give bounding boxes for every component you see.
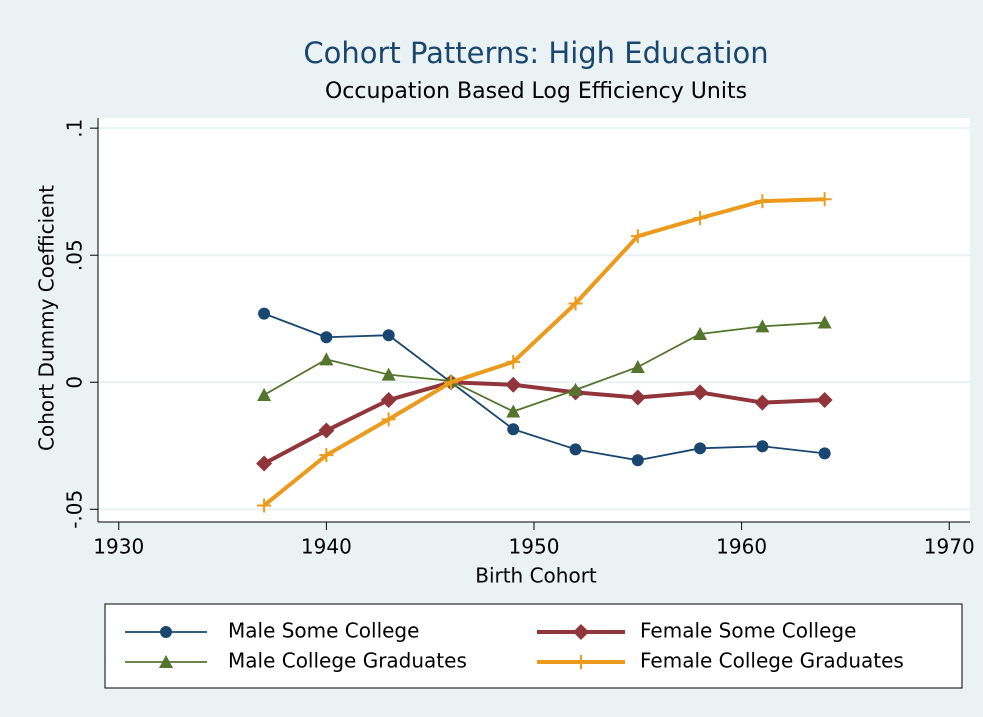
marker [693, 326, 708, 340]
marker [630, 360, 645, 374]
y-tick-label: .05 [63, 239, 87, 271]
legend-marker [574, 655, 588, 669]
y-tick-label: 0 [63, 376, 87, 389]
marker [380, 392, 397, 409]
marker [506, 404, 521, 418]
marker [319, 448, 334, 463]
y-tick-label: -.05 [63, 490, 87, 529]
series [257, 315, 832, 418]
marker [257, 498, 272, 513]
chart-subtitle: Occupation Based Log Efficiency Units [325, 79, 747, 104]
y-tick-label: .1 [63, 119, 87, 138]
series-line [263, 312, 825, 462]
marker [443, 375, 458, 390]
series-line [263, 380, 825, 466]
legend-label: Male College Graduates [228, 649, 467, 673]
legend-label: Male Some College [228, 619, 419, 643]
marker [568, 296, 583, 311]
series-line [262, 197, 825, 508]
marker [506, 354, 521, 369]
marker [381, 367, 396, 381]
marker [755, 319, 770, 333]
plot-area [98, 118, 970, 522]
marker [505, 376, 522, 393]
legend-marker [573, 624, 589, 640]
marker [693, 211, 708, 226]
series-line [263, 321, 825, 413]
marker [694, 442, 707, 455]
marker [630, 229, 645, 244]
marker [382, 329, 395, 342]
marker [755, 194, 770, 209]
marker [692, 384, 709, 401]
series [257, 192, 832, 513]
marker [319, 352, 334, 366]
marker [629, 389, 646, 406]
marker [631, 454, 644, 467]
marker [754, 394, 771, 411]
marker [381, 412, 396, 427]
marker [569, 443, 582, 456]
x-tick-label: 1950 [509, 535, 560, 559]
marker [320, 331, 333, 344]
marker [507, 423, 520, 436]
marker [318, 422, 335, 439]
x-tick-label: 1960 [716, 535, 767, 559]
series [256, 374, 833, 472]
legend-marker [159, 655, 173, 668]
marker [817, 192, 832, 207]
x-tick-label: 1970 [924, 535, 975, 559]
x-tick-label: 1930 [93, 535, 144, 559]
legend-item: Male Some College [125, 619, 419, 643]
y-axis-label: Cohort Dummy Coefficient [35, 185, 59, 451]
marker [256, 455, 273, 472]
legend-label: Female College Graduates [640, 649, 904, 673]
legend-label: Female Some College [640, 619, 856, 643]
marker [568, 382, 583, 396]
legend-item: Female Some College [537, 619, 856, 643]
marker [258, 307, 271, 320]
marker [818, 447, 831, 460]
marker [816, 392, 833, 409]
x-axis-label: Birth Cohort [475, 564, 597, 588]
marker [257, 387, 272, 401]
legend-box [104, 603, 963, 689]
chart-title: Cohort Patterns: High Education [303, 36, 768, 70]
marker [756, 440, 769, 453]
x-tick-label: 1940 [301, 535, 352, 559]
legend-marker [160, 626, 172, 638]
legend-item: Male College Graduates [125, 649, 467, 673]
marker [817, 315, 832, 329]
legend-item: Female College Graduates [537, 649, 904, 673]
